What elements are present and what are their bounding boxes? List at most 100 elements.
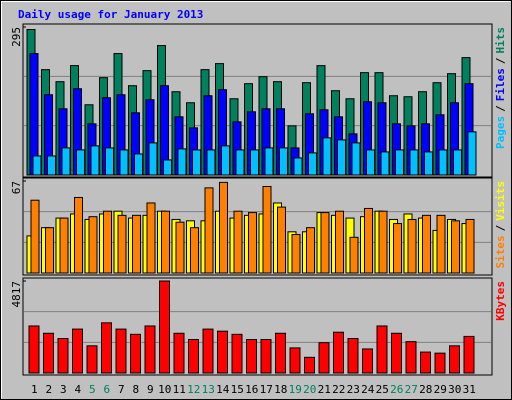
bar bbox=[279, 147, 288, 176]
x-tick-label: 16 bbox=[245, 383, 258, 396]
x-tick-label: 25 bbox=[376, 383, 389, 396]
bar bbox=[364, 207, 373, 274]
bar bbox=[221, 145, 230, 176]
bar bbox=[161, 210, 170, 274]
bar bbox=[132, 214, 141, 274]
bar bbox=[424, 151, 433, 176]
bar bbox=[30, 199, 40, 274]
legend-entry: Pages bbox=[494, 116, 507, 149]
bar bbox=[206, 149, 216, 176]
bar bbox=[291, 234, 301, 274]
x-tick-label: 1 bbox=[31, 383, 38, 396]
x-tick-label: 26 bbox=[390, 383, 403, 396]
bar bbox=[175, 221, 185, 274]
bar bbox=[88, 216, 98, 274]
bar bbox=[173, 332, 185, 374]
bar bbox=[467, 131, 477, 176]
bar bbox=[260, 339, 272, 374]
x-tick-label: 21 bbox=[318, 383, 331, 396]
bar bbox=[32, 155, 42, 176]
bar bbox=[47, 155, 56, 176]
x-tick-label: 23 bbox=[347, 383, 360, 396]
bar bbox=[130, 333, 141, 374]
x-tick-label: 13 bbox=[202, 383, 215, 396]
bar bbox=[101, 322, 112, 374]
bar bbox=[333, 331, 344, 374]
bar bbox=[277, 206, 286, 274]
bar bbox=[451, 220, 460, 274]
bar bbox=[391, 332, 402, 374]
bar bbox=[262, 185, 272, 274]
bar bbox=[422, 214, 431, 274]
x-tick-label: 28 bbox=[419, 383, 432, 396]
bar bbox=[190, 227, 199, 274]
x-tick-label: 27 bbox=[405, 383, 418, 396]
y-tick-label: 67 bbox=[10, 181, 23, 194]
x-tick-label: 30 bbox=[448, 383, 461, 396]
x-tick-label: 14 bbox=[216, 383, 230, 396]
bar bbox=[449, 345, 460, 374]
bar bbox=[148, 142, 158, 176]
bar bbox=[246, 339, 257, 374]
bar bbox=[76, 149, 85, 176]
legend-entry: Visits bbox=[494, 181, 507, 221]
bar bbox=[376, 325, 388, 374]
bar bbox=[90, 145, 100, 176]
bar bbox=[177, 148, 187, 176]
bar bbox=[335, 210, 344, 274]
legend-separator: / bbox=[494, 224, 507, 231]
bar bbox=[57, 338, 69, 374]
bar bbox=[59, 217, 69, 274]
bar bbox=[105, 147, 114, 176]
bar bbox=[438, 149, 448, 176]
x-tick-label: 20 bbox=[303, 383, 316, 396]
x-tick-label: 17 bbox=[260, 383, 273, 396]
bar bbox=[192, 149, 201, 176]
bar bbox=[366, 149, 375, 176]
x-tick-label: 5 bbox=[89, 383, 96, 396]
x-tick-label: 12 bbox=[187, 383, 200, 396]
legend: Sites / Visits bbox=[494, 181, 507, 269]
bar bbox=[134, 153, 143, 176]
bar bbox=[235, 149, 245, 176]
bar bbox=[115, 328, 127, 374]
bar bbox=[463, 335, 475, 374]
bar bbox=[347, 338, 359, 374]
bar bbox=[86, 345, 98, 374]
legend: Pages / Files / Hits bbox=[494, 27, 507, 149]
x-tick-label: 15 bbox=[231, 383, 244, 396]
x-tick-label: 19 bbox=[289, 383, 302, 396]
bar bbox=[378, 210, 388, 274]
bar bbox=[465, 218, 475, 274]
bar bbox=[351, 142, 361, 176]
bar bbox=[72, 328, 83, 374]
bar bbox=[119, 149, 129, 176]
bar bbox=[202, 328, 214, 374]
x-tick-label: 22 bbox=[332, 383, 345, 396]
bar bbox=[61, 147, 71, 176]
bar bbox=[219, 181, 228, 274]
bar bbox=[407, 218, 417, 274]
bar bbox=[322, 137, 332, 176]
x-tick-label: 4 bbox=[74, 383, 81, 396]
bar bbox=[320, 212, 330, 274]
x-tick-label: 10 bbox=[158, 383, 171, 396]
bar bbox=[275, 332, 286, 374]
bar bbox=[306, 227, 315, 274]
x-tick-label: 24 bbox=[361, 383, 375, 396]
bar bbox=[217, 330, 228, 374]
bar bbox=[163, 159, 172, 176]
x-tick-label: 29 bbox=[434, 383, 447, 396]
bar bbox=[103, 210, 112, 274]
bar bbox=[159, 280, 170, 374]
bar bbox=[45, 227, 54, 274]
bar bbox=[204, 187, 214, 274]
legend-separator: / bbox=[494, 57, 507, 64]
bar bbox=[405, 341, 417, 374]
bar bbox=[393, 223, 402, 274]
bar bbox=[420, 351, 431, 374]
bar bbox=[231, 333, 243, 374]
bar bbox=[188, 339, 199, 374]
x-tick-label: 7 bbox=[118, 383, 125, 396]
